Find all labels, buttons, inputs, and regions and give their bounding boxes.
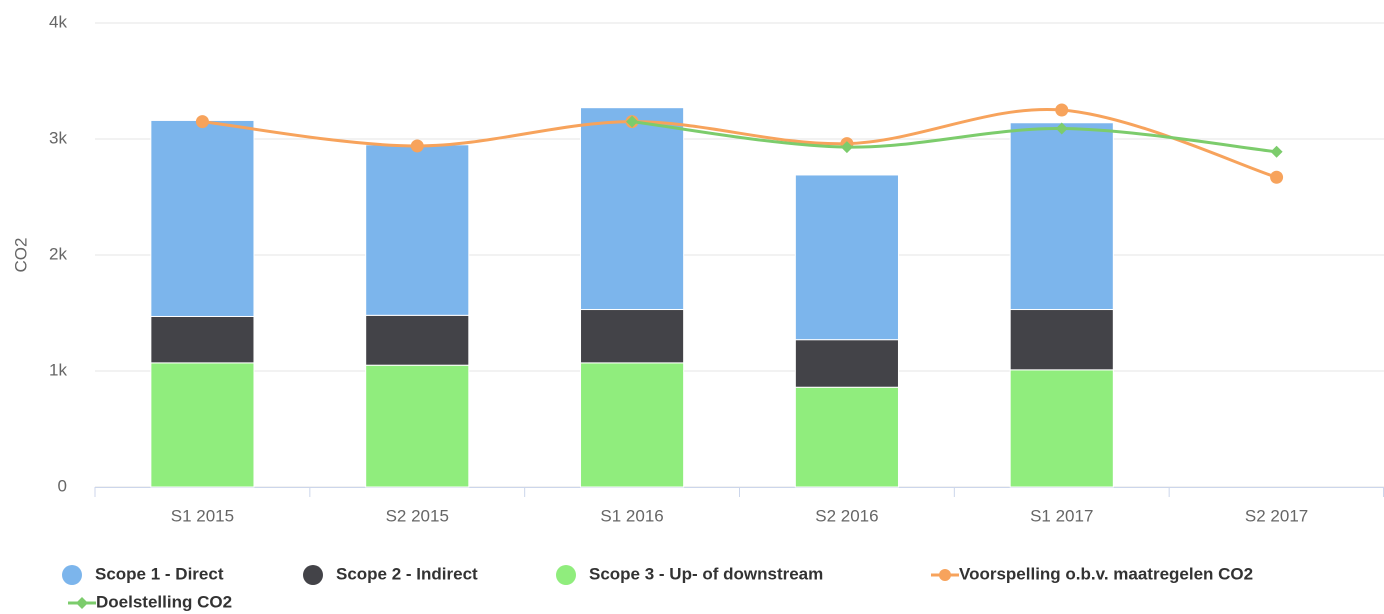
legend-symbol <box>62 565 82 585</box>
legend-label: Scope 3 - Up- of downstream <box>589 564 823 583</box>
marker <box>1055 122 1068 135</box>
bar <box>1009 122 1114 311</box>
bar <box>794 339 899 388</box>
bar <box>1009 309 1114 371</box>
bar <box>365 314 470 366</box>
line <box>631 120 1277 154</box>
marker <box>195 115 209 129</box>
line <box>202 107 1278 179</box>
bar <box>580 309 685 364</box>
legend-item: Scope 2 - Indirect <box>303 564 478 585</box>
legend-item: Scope 1 - Direct <box>62 564 224 585</box>
legend-symbol <box>939 569 951 581</box>
x-tick-label: S2 2015 <box>386 506 449 525</box>
marker <box>1055 103 1069 117</box>
x-tick-label: S1 2015 <box>171 506 234 525</box>
bar <box>794 386 899 488</box>
y-tick-label: 4k <box>49 12 67 31</box>
bar <box>150 362 255 488</box>
marker <box>626 115 639 128</box>
legend-symbol <box>556 565 576 585</box>
y-tick-label: 2k <box>49 244 67 263</box>
x-tick-label: S1 2017 <box>1030 506 1093 525</box>
legend-label: Voorspelling o.b.v. maatregelen CO2 <box>959 564 1253 583</box>
marker <box>840 141 853 154</box>
legend-symbol <box>303 565 323 585</box>
y-tick-label: 3k <box>49 128 67 147</box>
marker <box>1270 145 1283 158</box>
legend-label: Doelstelling CO2 <box>96 592 232 611</box>
legend-label: Scope 1 - Direct <box>95 564 224 583</box>
bar <box>150 315 255 364</box>
y-axis-title: CO2 <box>11 238 30 273</box>
x-tick-label: S1 2016 <box>600 506 663 525</box>
bar <box>150 119 255 317</box>
legend-symbol <box>76 597 88 609</box>
marker <box>410 139 424 153</box>
bar <box>794 174 899 341</box>
bar <box>580 362 685 488</box>
legend-item: Scope 3 - Up- of downstream <box>556 564 823 585</box>
bar <box>1009 369 1114 488</box>
marker <box>1270 170 1284 184</box>
bar <box>365 144 470 316</box>
legend-item: Doelstelling CO2 <box>68 592 232 611</box>
bar <box>580 107 685 311</box>
y-tick-label: 0 <box>58 476 67 495</box>
legend-label: Scope 2 - Indirect <box>336 564 478 583</box>
y-tick-label: 1k <box>49 360 67 379</box>
x-tick-label: S2 2016 <box>815 506 878 525</box>
legend-item: Voorspelling o.b.v. maatregelen CO2 <box>931 564 1253 583</box>
x-tick-label: S2 2017 <box>1245 506 1308 525</box>
bar <box>365 364 470 488</box>
